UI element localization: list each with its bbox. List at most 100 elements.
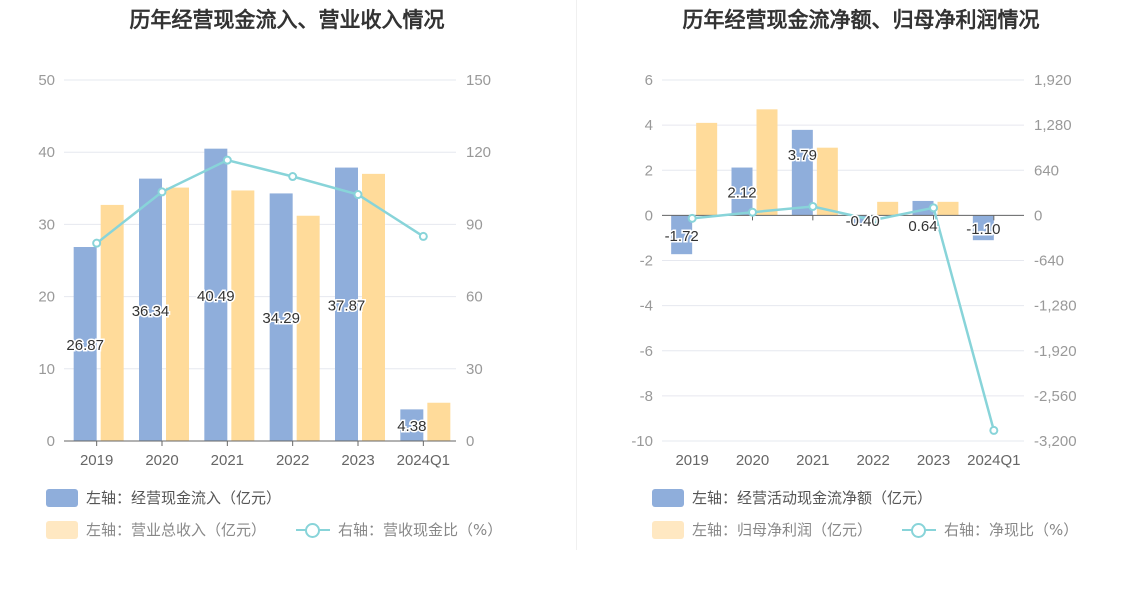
line-point-left-0 [92, 238, 102, 248]
line-right [692, 205, 996, 431]
bar-left-s0-0 [73, 246, 97, 441]
chart-title-left: 历年经营现金流入、营业收入情况 [129, 8, 445, 32]
bar-right-s1-4 [937, 201, 959, 216]
legend-label-left-2: 右轴：营收现金比（%） [338, 521, 503, 539]
line-point-right-1 [748, 207, 757, 217]
x-tick-label-right-5: 2024Q1 [967, 452, 1020, 469]
data-label-left-5: 4.38 [397, 418, 426, 435]
chart-svg-right: -10 -8 -6 -4 -2 0 2 4 6 -3,200 -2,560 -1,920 -1,280 -… [631, 72, 1077, 469]
data-label-left-3: 34.29 [262, 310, 300, 327]
x-tick-label-right-0: 2019 [675, 452, 708, 469]
line-point-left-3 [288, 172, 298, 182]
left-axis-tick-left-4: 40 [38, 144, 55, 161]
x-tick-label-right-1: 2020 [736, 452, 769, 469]
line-point-left-5 [418, 231, 428, 241]
bar-right-s0-1 [731, 167, 753, 216]
legend-item-right-0[interactable]: 左轴：经营活动现金流净额（亿元） [652, 487, 932, 508]
data-label-right-2: 3.79 [788, 147, 817, 164]
line-point-right-5 [989, 425, 999, 435]
x-tick-label-right-2: 2021 [796, 452, 829, 469]
left-axis-tick-right-8: 6 [645, 72, 653, 89]
right-axis-tick-left-1: 30 [466, 361, 483, 378]
left-axis-tick-right-0: -10 [631, 433, 653, 450]
legend-label-right-2: 右轴：净现比（%） [944, 521, 1079, 539]
left-axis-tick-left-1: 10 [38, 361, 55, 378]
right-axis-tick-right-8: 1,920 [1034, 72, 1072, 89]
left-axis-tick-right-4: -2 [640, 253, 653, 270]
line-point-left-4 [353, 190, 363, 200]
line-point-left-2 [222, 155, 232, 165]
x-tick-label-left-5: 2024Q1 [397, 452, 450, 469]
right-axis-tick-left-2: 60 [466, 289, 483, 306]
data-label-right-3: -0.40 [846, 213, 880, 230]
chart-panel-left: 历年经营现金流入、营业收入情况 0 10 20 30 40 50 0 30 60 90 120 150… [38, 8, 502, 540]
right-axis-tick-right-2: -1,920 [1034, 343, 1077, 360]
legend-item-left-1[interactable]: 左轴：营业总收入（亿元） [46, 519, 266, 540]
left-axis-tick-right-7: 4 [645, 117, 653, 134]
legend-swatch-right-0 [652, 488, 684, 507]
data-label-right-4: 0.64 [908, 218, 937, 235]
right-axis-tick-left-0: 0 [466, 433, 474, 450]
line-point-right-4 [929, 203, 938, 213]
line-point-right-0 [687, 213, 697, 223]
bar-left-s0-3 [269, 193, 293, 441]
legend-swatch-right-2 [902, 521, 936, 539]
bar-left-s1-2 [231, 190, 255, 441]
legend-label-left-1: 左轴：营业总收入（亿元） [86, 521, 267, 539]
legend-item-left-2[interactable]: 右轴：营收现金比（%） [296, 519, 502, 540]
legend-label-left-0: 左轴：经营现金流入（亿元） [86, 489, 282, 507]
right-axis-tick-right-6: 640 [1034, 162, 1059, 179]
line-point-right-2 [808, 201, 818, 211]
legend-swatch-left-0 [46, 488, 78, 507]
legend-swatch-left-1 [46, 520, 78, 539]
bar-right-s1-1 [756, 109, 778, 216]
right-axis-tick-right-5: 0 [1034, 207, 1042, 224]
left-axis-tick-left-3: 30 [38, 216, 55, 233]
line-left [95, 158, 425, 245]
data-label-left-1: 36.34 [132, 303, 170, 320]
bar-right-s0-5 [972, 215, 994, 241]
x-tick-label-left-1: 2020 [145, 452, 178, 469]
data-label-left-0: 26.87 [66, 337, 104, 354]
legend-label-right-0: 左轴：经营活动现金流净额（亿元） [692, 489, 933, 507]
legend-label-right-1: 左轴：归母净利润（亿元） [692, 521, 873, 539]
bar-left-s0-1 [139, 178, 162, 442]
bar-left-s0-2 [204, 148, 228, 441]
bar-right-s1-2 [816, 147, 838, 216]
data-label-right-0: -1.72 [665, 228, 699, 245]
x-tick-label-right-3: 2022 [856, 452, 889, 469]
legend-item-right-2[interactable]: 右轴：净现比（%） [902, 519, 1078, 540]
x-tick-label-left-4: 2023 [341, 452, 374, 469]
chart-svg-left: 0 10 20 30 40 50 0 30 60 90 120 150 2019 2020 2021 2022… [38, 72, 491, 469]
left-axis-tick-right-5: 0 [645, 207, 653, 224]
left-axis-tick-left-0: 0 [47, 433, 55, 450]
left-axis-tick-right-3: -4 [640, 298, 653, 315]
right-axis-tick-left-4: 120 [466, 144, 491, 161]
left-axis-tick-right-2: -6 [640, 343, 653, 360]
panel-divider [576, 0, 577, 550]
right-axis-tick-right-4: -640 [1034, 253, 1064, 270]
bar-left-s1-0 [100, 204, 124, 441]
data-label-right-5: -1.10 [966, 221, 1000, 238]
x-tick-label-left-3: 2022 [276, 452, 309, 469]
bar-right-s1-3 [877, 201, 899, 216]
left-axis-tick-right-1: -8 [640, 388, 653, 405]
x-tick-label-left-0: 2019 [80, 452, 113, 469]
left-axis-tick-right-6: 2 [645, 162, 653, 179]
bar-left-s0-4 [335, 167, 358, 441]
x-tick-label-right-4: 2023 [917, 452, 950, 469]
legend-item-right-1[interactable]: 左轴：归母净利润（亿元） [652, 519, 872, 540]
right-axis-tick-left-3: 90 [466, 216, 483, 233]
right-axis-tick-right-3: -1,280 [1034, 298, 1077, 315]
legend-swatch-right-1 [652, 520, 684, 539]
legend-item-left-0[interactable]: 左轴：经营现金流入（亿元） [46, 487, 281, 508]
data-label-right-1: 2.12 [727, 185, 756, 202]
bar-left-s1-4 [362, 173, 385, 442]
bar-left-s1-1 [166, 187, 189, 441]
right-axis-tick-left-5: 150 [466, 72, 491, 89]
right-axis-tick-right-7: 1,280 [1034, 117, 1072, 134]
chart-title-right: 历年经营现金流净额、归母净利润情况 [682, 8, 1040, 32]
legend-swatch-left-2 [296, 521, 330, 539]
chart-panel-right: 历年经营现金流净额、归母净利润情况 -10 -8 -6 -4 -2 0 2 4 6 -3,200-… [574, 0, 1148, 589]
bar-right-s0-0 [671, 215, 693, 255]
